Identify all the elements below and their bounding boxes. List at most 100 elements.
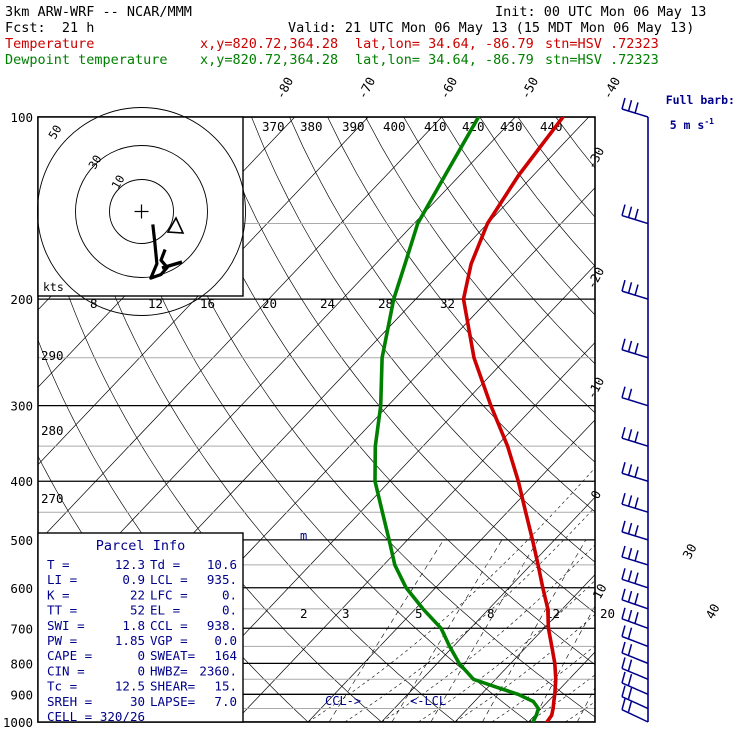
wind-barb-flag <box>634 342 639 355</box>
hodograph-ring-label: 50 <box>45 122 64 141</box>
isotherm <box>381 497 595 722</box>
mixing-ratio-label: 5 <box>415 606 423 621</box>
isotherm <box>38 117 443 543</box>
parcel-info-value: 15. <box>214 679 237 694</box>
wind-scale-tick-label: 12 <box>148 296 163 311</box>
wind-barb-flag <box>621 520 626 533</box>
temperature-trace <box>461 117 565 722</box>
wind-barb-flag <box>621 279 626 292</box>
wind-barb-flag <box>621 671 626 684</box>
legend-temperature-xy: x,y=820.72,364.28 <box>200 36 339 52</box>
theta-label-top: 390 <box>342 119 365 134</box>
parcel-info-value: 935. <box>207 572 237 587</box>
dry-adiabat <box>403 117 595 365</box>
isotherm-label-top: -70 <box>354 74 378 101</box>
wind-barb-flag <box>621 607 626 620</box>
wind-barb-flag <box>621 492 626 505</box>
lcl-annotation: <-LCL <box>410 694 446 708</box>
full-barb-legend-exponent: -1 <box>704 117 714 127</box>
parcel-info-value: 0.0 <box>214 633 237 648</box>
parcel-info-key: LFC = <box>150 587 188 602</box>
wind-barb-flag <box>627 429 633 441</box>
pressure-tick-label: 300 <box>10 399 33 414</box>
parcel-info-value: 0. <box>222 603 237 618</box>
full-barb-legend-line1: Full barb: <box>665 93 735 108</box>
legend-temperature-label: Temperature <box>5 36 95 52</box>
dry-adiabat <box>441 117 595 316</box>
isotherm-label-top: -50 <box>517 74 541 101</box>
moist-adiabat <box>639 117 740 722</box>
wind-barb-flag <box>634 525 639 537</box>
hodograph-unit-label: kts <box>43 280 64 294</box>
parcel-info-value: 12.3 <box>115 557 145 572</box>
moist-adiabat <box>712 117 740 722</box>
wind-scale-tick-label: 32 <box>440 296 455 311</box>
parcel-info-key: K = <box>47 587 70 602</box>
legend-dewpoint-xy: x,y=820.72,364.28 <box>200 52 339 68</box>
parcel-info-value: 320/26 <box>100 709 145 724</box>
pressure-tick-label: 1000 <box>3 715 33 730</box>
wind-scale-tick-label: 16 <box>200 296 215 311</box>
wind-barb-flag <box>634 497 639 509</box>
wind-barb-shaft <box>621 396 649 407</box>
dry-adiabat <box>517 117 595 218</box>
moist-adiabat <box>307 467 595 722</box>
header-fcst: Fcst: 21 h <box>5 20 95 36</box>
wind-barb-flag <box>634 102 639 114</box>
wind-barb-flag <box>627 464 633 476</box>
pressure-tick-label: 400 <box>10 474 33 489</box>
header-valid: Valid: 21 UTC Mon 06 May 13 (15 MDT Mon … <box>288 20 695 36</box>
parcel-info-key: PW = <box>47 633 77 648</box>
wind-barb-shaft <box>621 635 649 648</box>
wind-barb-flag <box>627 340 633 353</box>
isotherm <box>234 342 595 722</box>
mixing-ratio-line <box>430 539 539 722</box>
moist-adiabat <box>344 506 595 722</box>
parcel-info-value: 30 <box>130 694 145 709</box>
parcel-info-value: 52 <box>130 603 145 618</box>
legend-temperature-stn: stn=HSV .72323 <box>545 36 659 52</box>
wind-barb-shaft <box>621 618 649 629</box>
mixing-ratio-line <box>482 539 587 722</box>
moist-adiabat <box>676 117 740 722</box>
wind-barb-flag <box>621 426 626 439</box>
hodograph-ring-label: 10 <box>108 172 127 191</box>
moist-adiabat <box>528 674 595 722</box>
parcel-info-key: CELL = <box>47 709 92 724</box>
wind-barb-flag <box>627 609 633 622</box>
wind-barb-flag <box>634 593 639 605</box>
wind-barb-flag <box>621 545 626 558</box>
hodograph-trace <box>149 224 169 280</box>
mixing-ratio-label: 2 <box>300 606 308 621</box>
parcel-info-key: VGP = <box>150 633 188 648</box>
hodograph-ring <box>75 145 208 278</box>
wind-barb-flag <box>621 204 626 216</box>
parcel-info-value: 22 <box>130 587 145 602</box>
dry-adiabat <box>670 117 740 722</box>
dry-adiabat <box>327 117 595 463</box>
mixing-ratio-label: 3 <box>342 606 350 621</box>
isotherm-label-top: -80 <box>272 74 296 101</box>
pressure-tick-label: 900 <box>10 687 33 702</box>
theta-label-top: 370 <box>262 119 285 134</box>
mid-level-marker: m <box>300 529 307 543</box>
wind-barbs <box>621 97 649 723</box>
legend-dewpoint-label: Dewpoint temperature <box>5 52 168 68</box>
wind-barb-flag <box>627 100 633 112</box>
full-barb-legend: Full barb: 5 m s-1 <box>638 82 735 143</box>
moist-adiabat <box>381 544 595 722</box>
isotherm-label-top: -60 <box>436 74 460 101</box>
parcel-info-key: CAPE = <box>47 648 92 663</box>
wind-scale-tick-label: 28 <box>378 296 393 311</box>
wind-barb-flag <box>634 466 639 478</box>
isotherm-label-top: -40 <box>599 74 623 101</box>
parcel-info-key: T = <box>47 557 70 572</box>
wind-barb-flag <box>634 208 639 221</box>
wind-barb-flag <box>621 625 626 637</box>
hodograph-ring <box>109 179 174 244</box>
plot-frame <box>37 116 596 723</box>
wind-barb-flag <box>621 641 626 654</box>
wind-barb-shaft <box>621 696 649 710</box>
parcel-info-box <box>37 532 244 723</box>
moist-adiabat <box>491 645 595 722</box>
